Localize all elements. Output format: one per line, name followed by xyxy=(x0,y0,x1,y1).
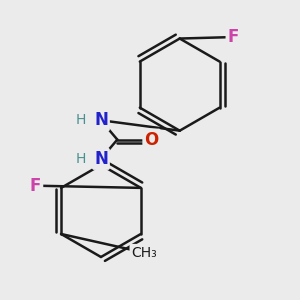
Text: N: N xyxy=(94,111,108,129)
Text: CH₃: CH₃ xyxy=(131,245,157,260)
Text: H: H xyxy=(76,152,86,166)
Text: F: F xyxy=(227,28,239,46)
Text: F: F xyxy=(30,177,41,195)
Text: H: H xyxy=(76,113,86,127)
Text: O: O xyxy=(144,130,159,148)
Text: N: N xyxy=(94,150,108,168)
